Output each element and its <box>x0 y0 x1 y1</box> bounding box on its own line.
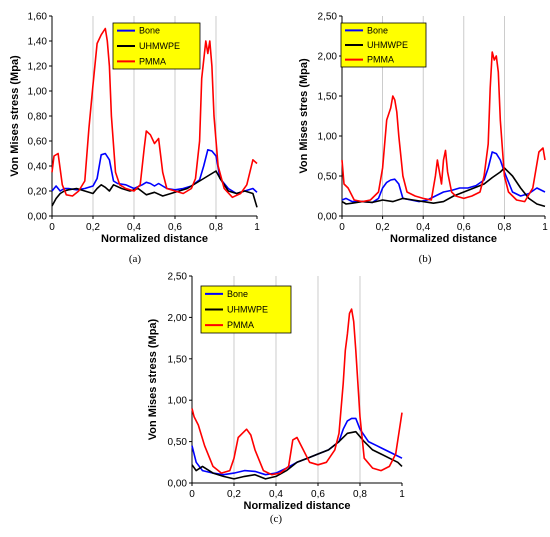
y-tick-label: 1,20 <box>28 62 48 73</box>
legend: Bone UHMWPE PMMA <box>112 22 201 70</box>
series-line-uhmwpe <box>51 170 258 208</box>
series-line-pmma <box>191 308 403 476</box>
legend-label: UHMWPE <box>367 40 408 50</box>
y-tick-label: 2,00 <box>168 313 188 324</box>
legend-label: PMMA <box>139 56 166 66</box>
y-tick-label: 1,40 <box>28 37 48 48</box>
x-tick-label: 0,6 <box>311 489 325 500</box>
chart-caption: (b) <box>419 253 432 265</box>
x-tick-label: 0 <box>49 222 55 233</box>
chart-3: 0,00 0,50 1,00 1,50 2,00 2,50 0 0,2 0,4 0,6 0,8 1 No… <box>147 272 405 526</box>
x-tick-label: 0,4 <box>416 222 430 233</box>
legend: Bone UHMWPE PMMA <box>340 22 427 68</box>
y-tick-label: 1,60 <box>28 12 48 23</box>
y-tick-label: 0,50 <box>318 172 338 183</box>
series-line-bone <box>51 149 258 195</box>
y-tick-label: 2,50 <box>168 272 188 283</box>
x-axis-label: Normalized distance <box>101 233 208 245</box>
chart-1: 0,00 0,20 0,40 0,60 0,80 1,00 1,20 1,40 1,60 0 0,2… <box>9 12 260 266</box>
y-tick-label: 2,00 <box>318 52 338 63</box>
y-tick-label: 1,50 <box>168 354 188 365</box>
x-axis-label: Normalized distance <box>244 500 351 512</box>
chart-caption: (a) <box>129 253 142 265</box>
y-tick-label: 1,00 <box>318 132 338 143</box>
x-tick-label: 0 <box>339 222 345 233</box>
y-axis-label: Von Mises stres (Mpa) <box>298 58 310 174</box>
series-line-pmma <box>341 51 546 203</box>
x-tick-label: 0,6 <box>457 222 471 233</box>
x-tick-label: 0,2 <box>227 489 241 500</box>
legend-label: UHMWPE <box>139 41 180 51</box>
y-tick-label: 0,00 <box>318 212 338 223</box>
y-tick-label: 0,50 <box>168 437 188 448</box>
x-tick-label: 0 <box>189 489 195 500</box>
chart-2: 0,00 0,50 1,00 1,50 2,00 2,50 0 0,2 0,4 0,6 0,8 1 No… <box>298 12 548 266</box>
y-tick-label: 0,20 <box>28 187 48 198</box>
x-tick-label: 1 <box>399 489 405 500</box>
y-tick-label: 0,40 <box>28 162 48 173</box>
x-tick-label: 0,8 <box>497 222 511 233</box>
legend-label: Bone <box>227 289 248 299</box>
x-tick-label: 0,6 <box>168 222 182 233</box>
x-tick-label: 1 <box>542 222 548 233</box>
y-axis-label: Von Mises stress (Mpa) <box>9 55 21 177</box>
x-tick-label: 0,4 <box>269 489 283 500</box>
series-line-uhmwpe <box>191 430 403 480</box>
x-tick-label: 0,8 <box>353 489 367 500</box>
y-tick-label: 1,00 <box>28 87 48 98</box>
series-line-pmma <box>51 27 258 199</box>
x-tick-label: 0,4 <box>127 222 141 233</box>
y-tick-label: 1,00 <box>168 396 188 407</box>
chart-caption: (c) <box>270 513 283 525</box>
x-tick-label: 0,2 <box>376 222 390 233</box>
legend-label: Bone <box>367 25 388 35</box>
y-tick-label: 0,60 <box>28 137 48 148</box>
y-tick-label: 0,80 <box>28 112 48 123</box>
series-line-uhmwpe <box>341 167 546 208</box>
y-axis-label: Von Mises stress (Mpa) <box>147 318 159 440</box>
legend-label: PMMA <box>367 55 394 65</box>
legend-label: PMMA <box>227 320 254 330</box>
x-tick-label: 0,2 <box>86 222 100 233</box>
legend: Bone UHMWPE PMMA <box>200 285 292 334</box>
y-tick-label: 1,50 <box>318 92 338 103</box>
x-axis-label: Normalized distance <box>390 233 497 245</box>
y-tick-label: 0,00 <box>168 479 188 490</box>
legend-label: UHMWPE <box>227 305 268 315</box>
x-tick-label: 0,8 <box>209 222 223 233</box>
y-tick-label: 0,00 <box>28 212 48 223</box>
x-tick-label: 1 <box>254 222 260 233</box>
y-tick-label: 2,50 <box>318 12 338 23</box>
legend-label: Bone <box>139 26 160 36</box>
